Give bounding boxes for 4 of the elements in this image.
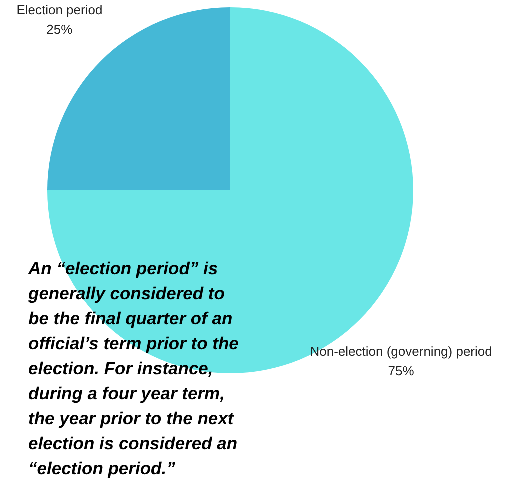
slice-label: Election period [16,2,103,18]
slice-label: Non-election (governing) period [310,344,492,360]
data-label: 25% [46,22,74,37]
data-label: 75% [388,364,415,379]
